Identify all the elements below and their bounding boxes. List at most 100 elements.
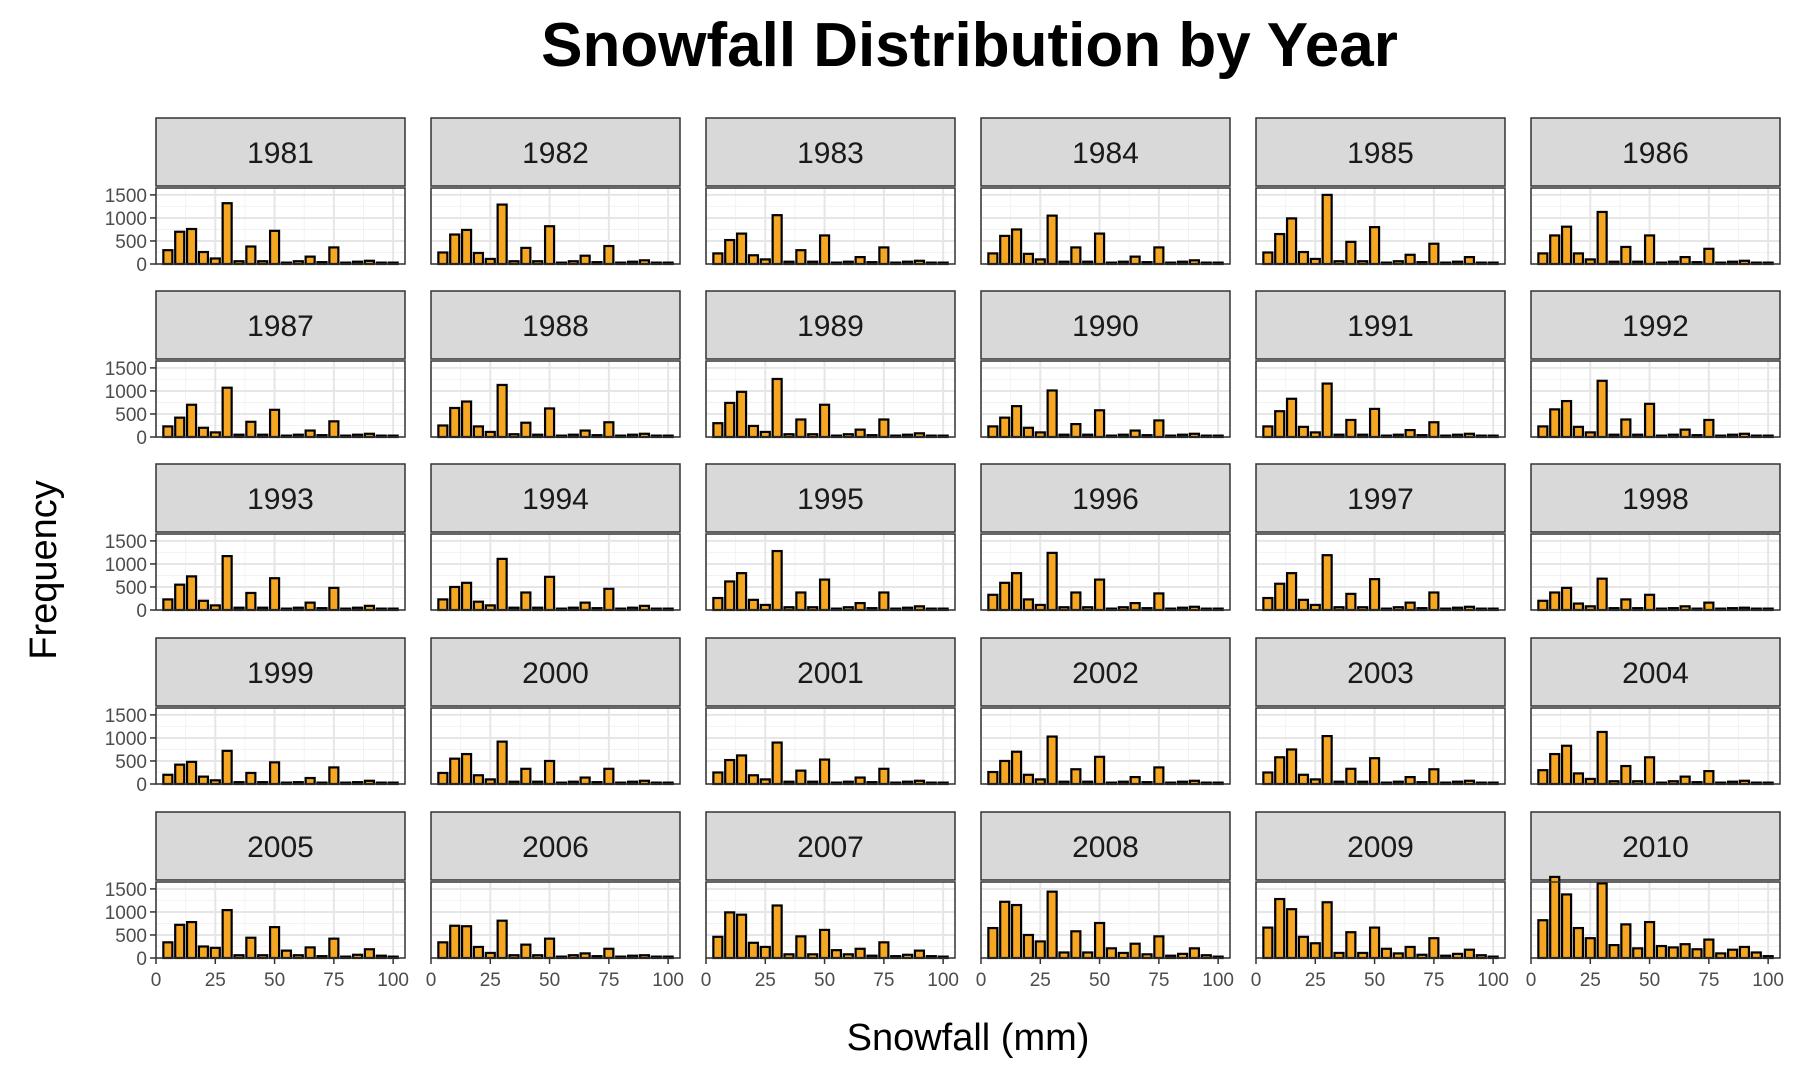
histogram-bar [1584,937,1596,960]
facet-strip [430,463,681,533]
panel-border [155,187,406,265]
histogram-bar [1274,582,1286,612]
panel-border [980,881,1231,959]
histogram-bar [472,945,485,960]
histogram-bar [1404,945,1416,960]
histogram-bar [1679,255,1691,266]
histogram-bar [328,420,340,439]
x-tick-label: 75 [1423,970,1444,991]
histogram-bar [460,925,473,960]
histogram-bar [854,947,866,960]
facet-strip [1530,117,1781,187]
histogram-bar [818,578,831,612]
histogram-bar [1560,225,1573,266]
histogram-bar [999,759,1011,786]
histogram-bar [1428,937,1440,960]
y-tick-label: 0 [136,428,147,449]
facet-strip-label: 1981 [247,137,314,170]
histogram-bar [1643,920,1656,960]
y-tick-label: 1000 [105,382,147,403]
x-tick-label: 0 [976,970,987,991]
histogram-bar [185,760,198,786]
histogram-bar [1262,251,1274,266]
histogram-bar [1010,750,1023,786]
histogram-bar [1309,942,1321,960]
panel-border [705,533,956,611]
histogram-bar [197,426,210,439]
histogram-bar [437,424,449,439]
histogram-bar [1321,901,1333,960]
x-tick-label: 0 [1526,970,1537,991]
histogram-bar [712,596,724,612]
facet-strip [430,637,681,707]
histogram-bar [854,428,866,439]
histogram-bar [1537,599,1549,612]
histogram-bar [460,228,473,266]
histogram-bar [1428,242,1440,266]
histogram-bar [1703,418,1715,439]
histogram-bar [735,572,748,612]
histogram-bar [795,591,807,612]
histogram-bar [1572,252,1585,266]
histogram-bar [543,937,556,960]
histogram-bar [1093,755,1106,786]
histogram-bar [1022,773,1035,786]
histogram-bar [1070,930,1082,960]
facet-strip [705,811,956,881]
y-tick-label: 1000 [105,729,147,750]
histogram-bar [1046,389,1058,439]
histogram-bar [1620,764,1632,786]
histogram-bar [1285,572,1298,612]
histogram-bar [1596,730,1608,786]
histogram-bar [245,771,257,786]
histogram-bar [1703,247,1715,266]
facet-strip [1255,117,1506,187]
histogram-bar [520,943,532,960]
histogram-bar [1274,897,1286,960]
histogram-bar [197,945,210,960]
facet-strip [1530,463,1781,533]
x-tick-label: 0 [151,970,162,991]
histogram-bar [1070,591,1082,612]
facet-strip [980,811,1231,881]
histogram-bar [1153,766,1165,786]
histogram-bar [1679,775,1691,786]
facet-strip-label: 1995 [797,483,864,516]
facet-strip-label: 2006 [522,831,589,864]
histogram-bar [520,767,532,786]
panel-border [980,360,1231,438]
histogram-bar [1285,217,1298,266]
facet-strip-label: 1982 [522,137,589,170]
histogram-bar [1428,768,1440,786]
histogram-bar [1188,947,1201,960]
histogram-bar [1321,382,1333,439]
x-tick-label: 75 [1148,970,1169,991]
histogram-bar [1368,407,1381,439]
histogram-bar [818,928,831,960]
histogram-bar [268,408,281,439]
histogram-bar [759,430,771,439]
x-tick-label: 100 [1477,970,1509,991]
histogram-bar [603,244,615,266]
y-tick-label: 1000 [105,903,147,924]
histogram-bar [1321,554,1333,612]
facet-strip [705,637,956,707]
histogram-bar [579,776,591,786]
histogram-bar [174,923,186,960]
histogram-bar [1368,926,1381,960]
histogram-bar [854,255,866,266]
histogram-bar [197,599,210,612]
histogram-bar [1345,931,1357,960]
facet-strip [980,117,1231,187]
histogram-bar [1584,777,1596,786]
histogram-bar [1596,882,1608,960]
histogram-bar [1643,402,1656,439]
histogram-bar [484,951,496,960]
facet-strip-label: 1998 [1622,483,1689,516]
facet-strip [980,637,1231,707]
histogram-bar [1620,923,1632,960]
histogram-bar [987,770,999,786]
histogram-bar [1297,598,1310,612]
histogram-bar [268,229,281,266]
panel-border [705,360,956,438]
